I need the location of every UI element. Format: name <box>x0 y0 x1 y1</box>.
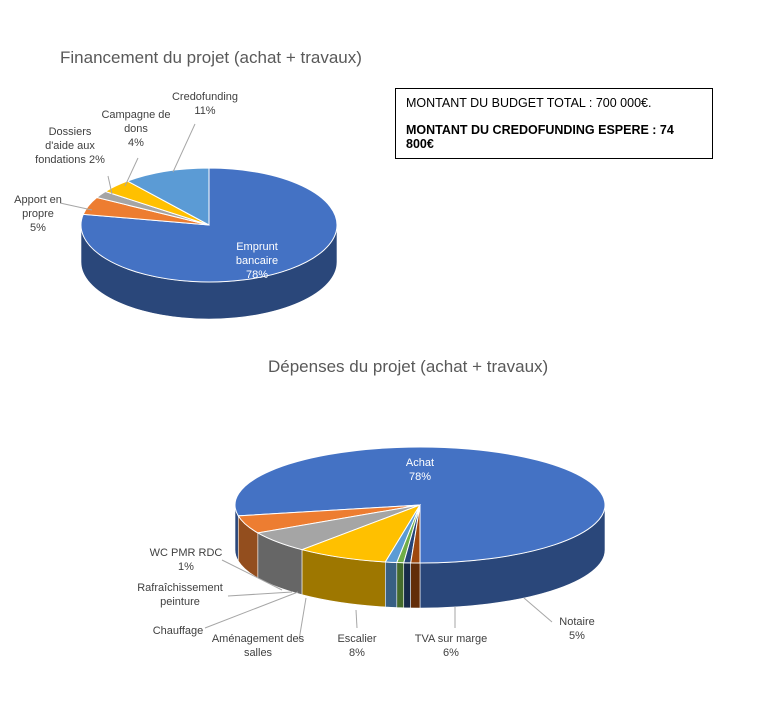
pie-chart-depenses: Achat 78% Notaire 5% TVA sur marge 6% Escalier… <box>137 446 606 659</box>
leader-line-amenagement-des <box>298 597 307 641</box>
leader-line-dossiers <box>107 175 113 195</box>
pie-side-chauffage <box>396 562 405 609</box>
data-label-notaire: Notaire 5% <box>559 616 594 642</box>
leader-line-campagne-de <box>124 157 139 187</box>
pie-slice-credofunding <box>126 167 210 226</box>
leader-line-chauffage <box>204 591 299 629</box>
leader-line-wc-pmr-rdc <box>221 559 283 591</box>
leader-line-notaire <box>523 597 553 623</box>
pie-chart-financement: Emprunt bancaire 78% Apport en propre 5% Dossi… <box>14 91 338 320</box>
data-label-campagne-de: Campagne de dons 4% <box>101 109 170 149</box>
budget-total-text: MONTANT DU BUDGET TOTAL : 700 000€. <box>406 96 652 110</box>
pie-side-rafraichissement <box>403 562 412 609</box>
data-label-dossiers: Dossiers d'aide aux fondations 2% <box>35 126 105 166</box>
pie-sides-depenses <box>234 504 606 609</box>
data-label-emprunt: Emprunt bancaire 78% <box>236 241 278 281</box>
data-label-tva-sur-marge: TVA sur marge 6% <box>415 633 488 659</box>
chart-title-financement: Financement du projet (achat + travaux) <box>60 48 362 67</box>
chart-title-depenses: Dépenses du projet (achat + travaux) <box>268 357 549 376</box>
data-label-wc-pmr-rdc: WC PMR RDC 1% <box>150 547 223 573</box>
pie-slice-escalier <box>300 504 422 563</box>
data-label-achat: Achat 78% <box>406 457 434 483</box>
data-label-amenagement-des: Aménagement des salles <box>212 633 305 659</box>
data-label-escalier: Escalier 8% <box>337 633 376 659</box>
pie-slice-achat <box>234 446 606 564</box>
budget-info-box: MONTANT DU BUDGET TOTAL : 700 000€. MONT… <box>395 88 713 159</box>
pie-side-wc-pmr-rdc <box>410 562 421 609</box>
leader-line-apport-en <box>59 202 93 211</box>
leader-line-rafraichissement <box>227 591 293 597</box>
leader-line-credofunding <box>172 123 196 173</box>
data-label-chauffage: Chauffage <box>153 625 204 637</box>
pie-slice-wc-pmr-rdc <box>410 504 421 564</box>
data-label-rafraichissement: Rafraîchissement peinture <box>137 582 223 608</box>
leader-line-escalier <box>355 609 358 629</box>
data-label-apport-en: Apport en propre 5% <box>14 194 62 234</box>
credofunding-expected-text: MONTANT DU CREDOFUNDING ESPERE : 74 800€ <box>406 123 674 151</box>
data-label-credofunding: Credofunding 11% <box>172 91 238 117</box>
pie-side-amenagement-des <box>385 561 398 608</box>
